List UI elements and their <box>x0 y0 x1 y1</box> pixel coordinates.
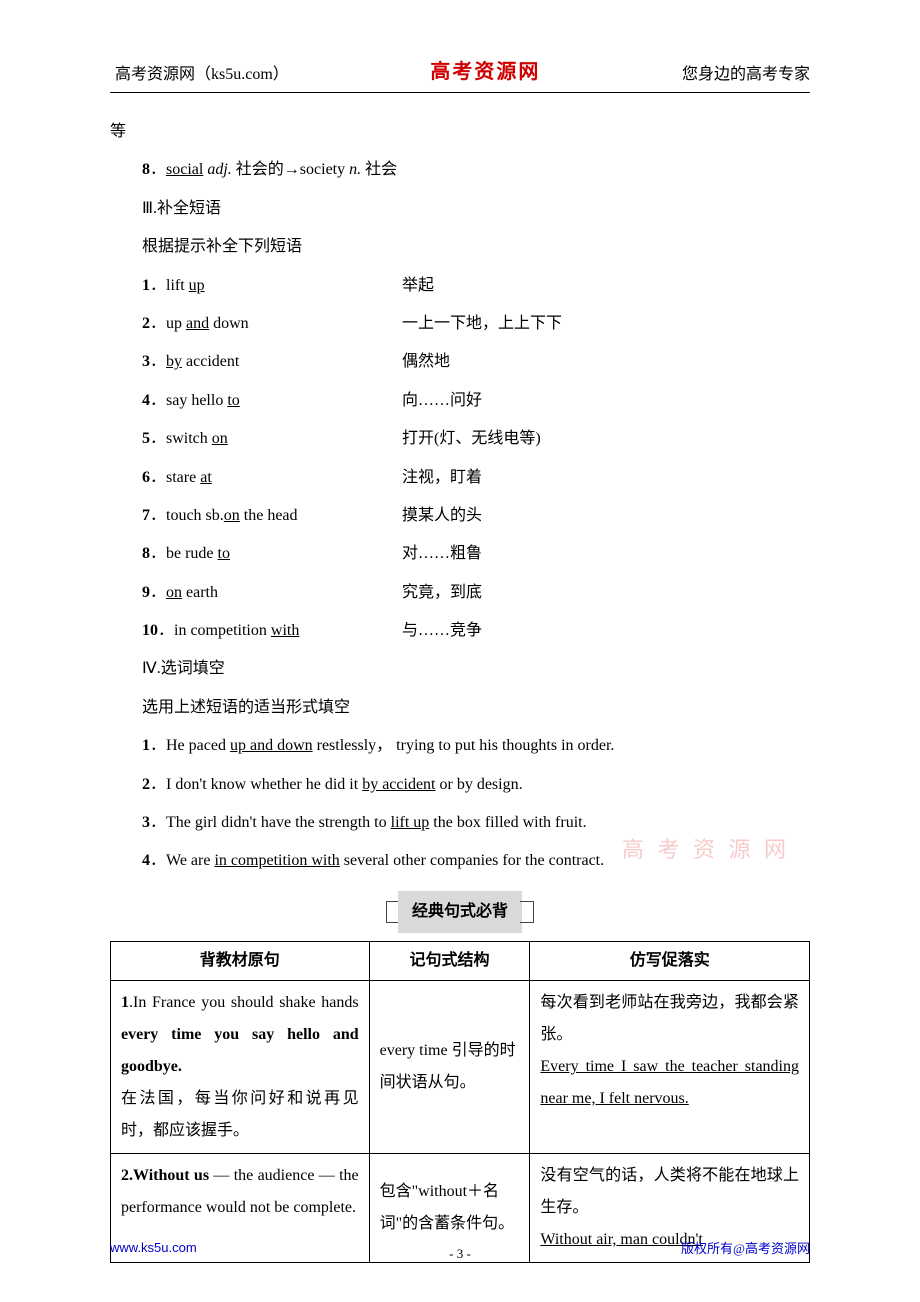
vocab-item-8: 8．social adj. 社会的→society n. 社会 <box>142 151 810 189</box>
page-header: 高考资源网（ks5u.com） 高考资源网 您身边的高考专家 <box>110 0 810 93</box>
phrase-cn: 偶然地 <box>402 343 810 381</box>
item-num: 8 <box>142 161 150 178</box>
fill-sentence: 1．He paced up and down restlessly， tryin… <box>142 727 810 765</box>
th-practice: 仿写促落实 <box>530 942 810 981</box>
section-3-title: Ⅲ.补全短语 <box>142 190 810 228</box>
phrase-cn: 与……竞争 <box>402 612 810 650</box>
sentence-table: 背教材原句 记句式结构 仿写促落实 1.In France you should… <box>110 941 810 1263</box>
header-center: 高考资源网 <box>430 55 540 84</box>
phrase-list: 1．lift up举起2．up and down一上一下地，上上下下3．by a… <box>110 267 810 651</box>
phrase-cn: 举起 <box>402 267 810 305</box>
phrase-cn: 究竟，到底 <box>402 574 810 612</box>
phrase-cn: 注视，盯着 <box>402 459 810 497</box>
vocab-word: social <box>166 161 203 178</box>
footer-page-num: - 3 - <box>449 1246 471 1262</box>
phrase-row: 4．say hello to向……问好 <box>142 382 810 420</box>
page-footer: www.ks5u.com - 3 - 版权所有@高考资源网 <box>110 1238 810 1257</box>
cell-original: 1.In France you should shake hands every… <box>111 980 370 1153</box>
classic-sentence-banner: 经典句式必背 <box>110 891 810 933</box>
section-3-subtitle: 根据提示补全下列短语 <box>142 228 810 266</box>
page-content: 等 8．social adj. 社会的→society n. 社会 Ⅲ.补全短语… <box>0 93 920 1263</box>
phrase-en: 5．switch on <box>142 420 402 458</box>
phrase-row: 5．switch on打开(灯、无线电等) <box>142 420 810 458</box>
banner-text: 经典句式必背 <box>398 891 522 933</box>
cell-practice: 每次看到老师站在我旁边，我都会紧张。Every time I saw the t… <box>530 980 810 1153</box>
phrase-row: 9．on earth究竟，到底 <box>142 574 810 612</box>
fill-sentence: 2．I don't know whether he did it by acci… <box>142 766 810 804</box>
phrase-en: 2．up and down <box>142 305 402 343</box>
phrase-row: 1．lift up举起 <box>142 267 810 305</box>
phrase-cn: 一上一下地，上上下下 <box>402 305 810 343</box>
footer-copyright: 版权所有@高考资源网 <box>681 1238 810 1257</box>
phrase-en: 1．lift up <box>142 267 402 305</box>
th-original: 背教材原句 <box>111 942 370 981</box>
th-structure: 记句式结构 <box>369 942 530 981</box>
phrase-en: 7．touch sb.on the head <box>142 497 402 535</box>
phrase-en: 6．stare at <box>142 459 402 497</box>
phrase-cn: 摸某人的头 <box>402 497 810 535</box>
section-4-subtitle: 选用上述短语的适当形式填空 <box>142 689 810 727</box>
section-4-title: Ⅳ.选词填空 <box>142 650 810 688</box>
phrase-en: 4．say hello to <box>142 382 402 420</box>
footer-url: www.ks5u.com <box>110 1240 197 1255</box>
header-left: 高考资源网（ks5u.com） <box>115 60 289 84</box>
table-row: 1.In France you should shake hands every… <box>111 980 810 1153</box>
phrase-en: 9．on earth <box>142 574 402 612</box>
watermark: 高 考 资 源 网 <box>622 824 790 877</box>
table-header-row: 背教材原句 记句式结构 仿写促落实 <box>111 942 810 981</box>
phrase-cn: 向……问好 <box>402 382 810 420</box>
phrase-en: 10．in competition with <box>142 612 402 650</box>
cell-structure: every time 引导的时间状语从句。 <box>369 980 530 1153</box>
phrase-row: 6．stare at注视，盯着 <box>142 459 810 497</box>
phrase-row: 2．up and down一上一下地，上上下下 <box>142 305 810 343</box>
phrase-row: 8．be rude to对……粗鲁 <box>142 535 810 573</box>
phrase-row: 7．touch sb.on the head摸某人的头 <box>142 497 810 535</box>
phrase-row: 10．in competition with与……竞争 <box>142 612 810 650</box>
phrase-en: 3．by accident <box>142 343 402 381</box>
phrase-cn: 对……粗鲁 <box>402 535 810 573</box>
header-right: 您身边的高考专家 <box>682 60 810 84</box>
phrase-en: 8．be rude to <box>142 535 402 573</box>
banner-bracket-right <box>520 901 534 923</box>
top-continuation: 等 <box>110 113 810 151</box>
phrase-row: 3．by accident偶然地 <box>142 343 810 381</box>
phrase-cn: 打开(灯、无线电等) <box>402 420 810 458</box>
